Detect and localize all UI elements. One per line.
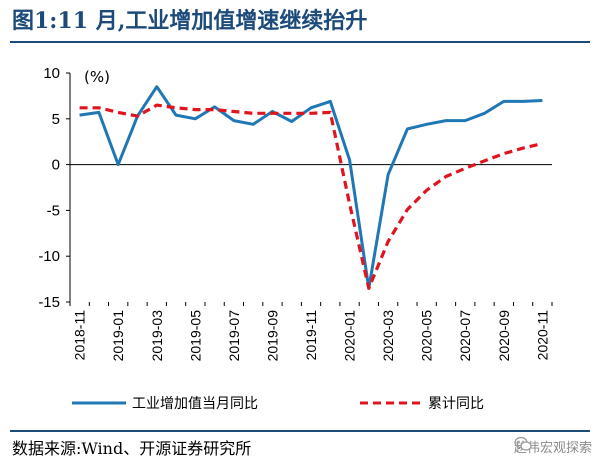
title-divider <box>10 41 590 43</box>
x-tick-label: 2019-09 <box>264 310 280 362</box>
y-tick-label: 5 <box>52 111 60 128</box>
chart-axes: 10 5 0 -5 -10 -15 (%) 2018-11 2019-01 2019-03 2019… <box>38 65 553 362</box>
x-tick-label: 2019-05 <box>187 310 203 362</box>
x-tick-label: 2019-11 <box>303 310 319 361</box>
x-tick-label: 2020-07 <box>457 310 473 362</box>
footer-divider <box>10 430 590 432</box>
y-tick-label: -5 <box>47 202 60 219</box>
watermark-text: 赵伟宏观探索 <box>513 441 592 456</box>
x-tick-label: 2019-07 <box>226 310 242 362</box>
figure-title: 图1:11 月,工业增加值增速继续抬升 <box>12 8 368 34</box>
chart-legend: 工业增加值当月同比 累计同比 <box>72 396 484 412</box>
series-line-monthly <box>79 85 543 290</box>
y-axis-unit: (%) <box>84 68 110 86</box>
legend-label: 累计同比 <box>428 396 484 412</box>
x-tick-label: 2020-03 <box>380 310 396 362</box>
x-tick-label: 2020-11 <box>534 310 550 361</box>
y-tick-label: 10 <box>43 65 60 82</box>
legend-label: 工业增加值当月同比 <box>132 396 258 412</box>
y-tick-label: -10 <box>38 248 60 265</box>
x-tick-label: 2020-01 <box>342 310 358 362</box>
watermark: 赵伟宏观探索 <box>514 436 592 462</box>
wechat-icon <box>514 436 532 451</box>
x-tick-label: 2019-03 <box>149 310 165 362</box>
x-tick-label: 2019-01 <box>110 310 126 362</box>
y-tick-label: 0 <box>52 157 60 174</box>
x-tick-label: 2020-05 <box>419 310 435 362</box>
y-tick-label: -15 <box>38 294 60 311</box>
x-tick-label: 2020-09 <box>496 310 512 362</box>
x-tick-label: 2018-11 <box>72 310 88 361</box>
chart-series <box>79 85 543 290</box>
series-line-cumulative <box>79 103 543 290</box>
data-source: 数据来源:Wind、开源证券研究所 <box>12 439 252 458</box>
